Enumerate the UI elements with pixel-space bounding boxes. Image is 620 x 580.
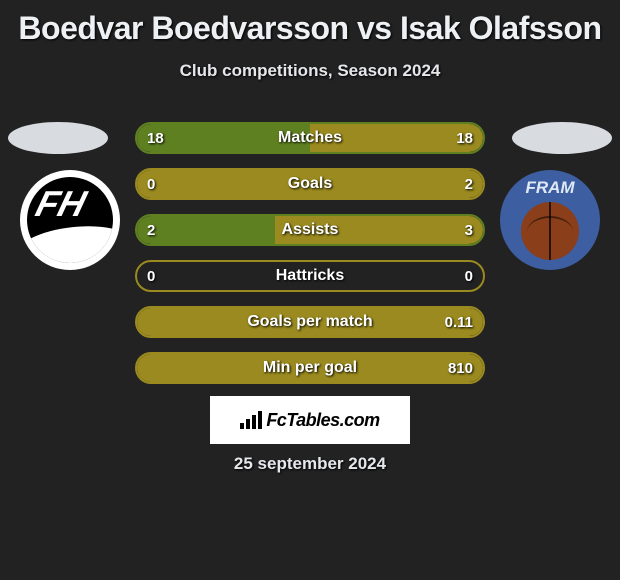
stat-label: Goals [137, 170, 483, 198]
page-title: Boedvar Boedvarsson vs Isak Olafsson [0, 0, 620, 47]
stat-row: 02Goals [135, 168, 485, 200]
footer-date: 25 september 2024 [0, 454, 620, 474]
comparison-card: Boedvar Boedvarsson vs Isak Olafsson Clu… [0, 0, 620, 580]
stat-label: Hattricks [137, 262, 483, 290]
stat-label: Assists [137, 216, 483, 244]
club-badge-right-text: FRAM [525, 178, 574, 198]
stats-list: 1818Matches 02Goals 23Assists 00Hattricks 0.… [135, 122, 485, 398]
club-badge-left: FH [20, 170, 120, 270]
bars-icon [240, 411, 262, 429]
brand-text: FcTables.com [266, 410, 379, 431]
brand-footer[interactable]: FcTables.com [210, 396, 410, 444]
stat-row: 810Min per goal [135, 352, 485, 384]
player-pill-left [8, 122, 108, 154]
stat-label: Min per goal [137, 354, 483, 382]
stat-label: Goals per match [137, 308, 483, 336]
stat-label: Matches [137, 124, 483, 152]
club-badge-right: FRAM [500, 170, 600, 270]
stat-row: 00Hattricks [135, 260, 485, 292]
club-badge-left-text: FH [31, 183, 90, 225]
stat-row: 23Assists [135, 214, 485, 246]
stat-row: 0.11Goals per match [135, 306, 485, 338]
subtitle: Club competitions, Season 2024 [0, 61, 620, 81]
player-pill-right [512, 122, 612, 154]
stat-row: 1818Matches [135, 122, 485, 154]
